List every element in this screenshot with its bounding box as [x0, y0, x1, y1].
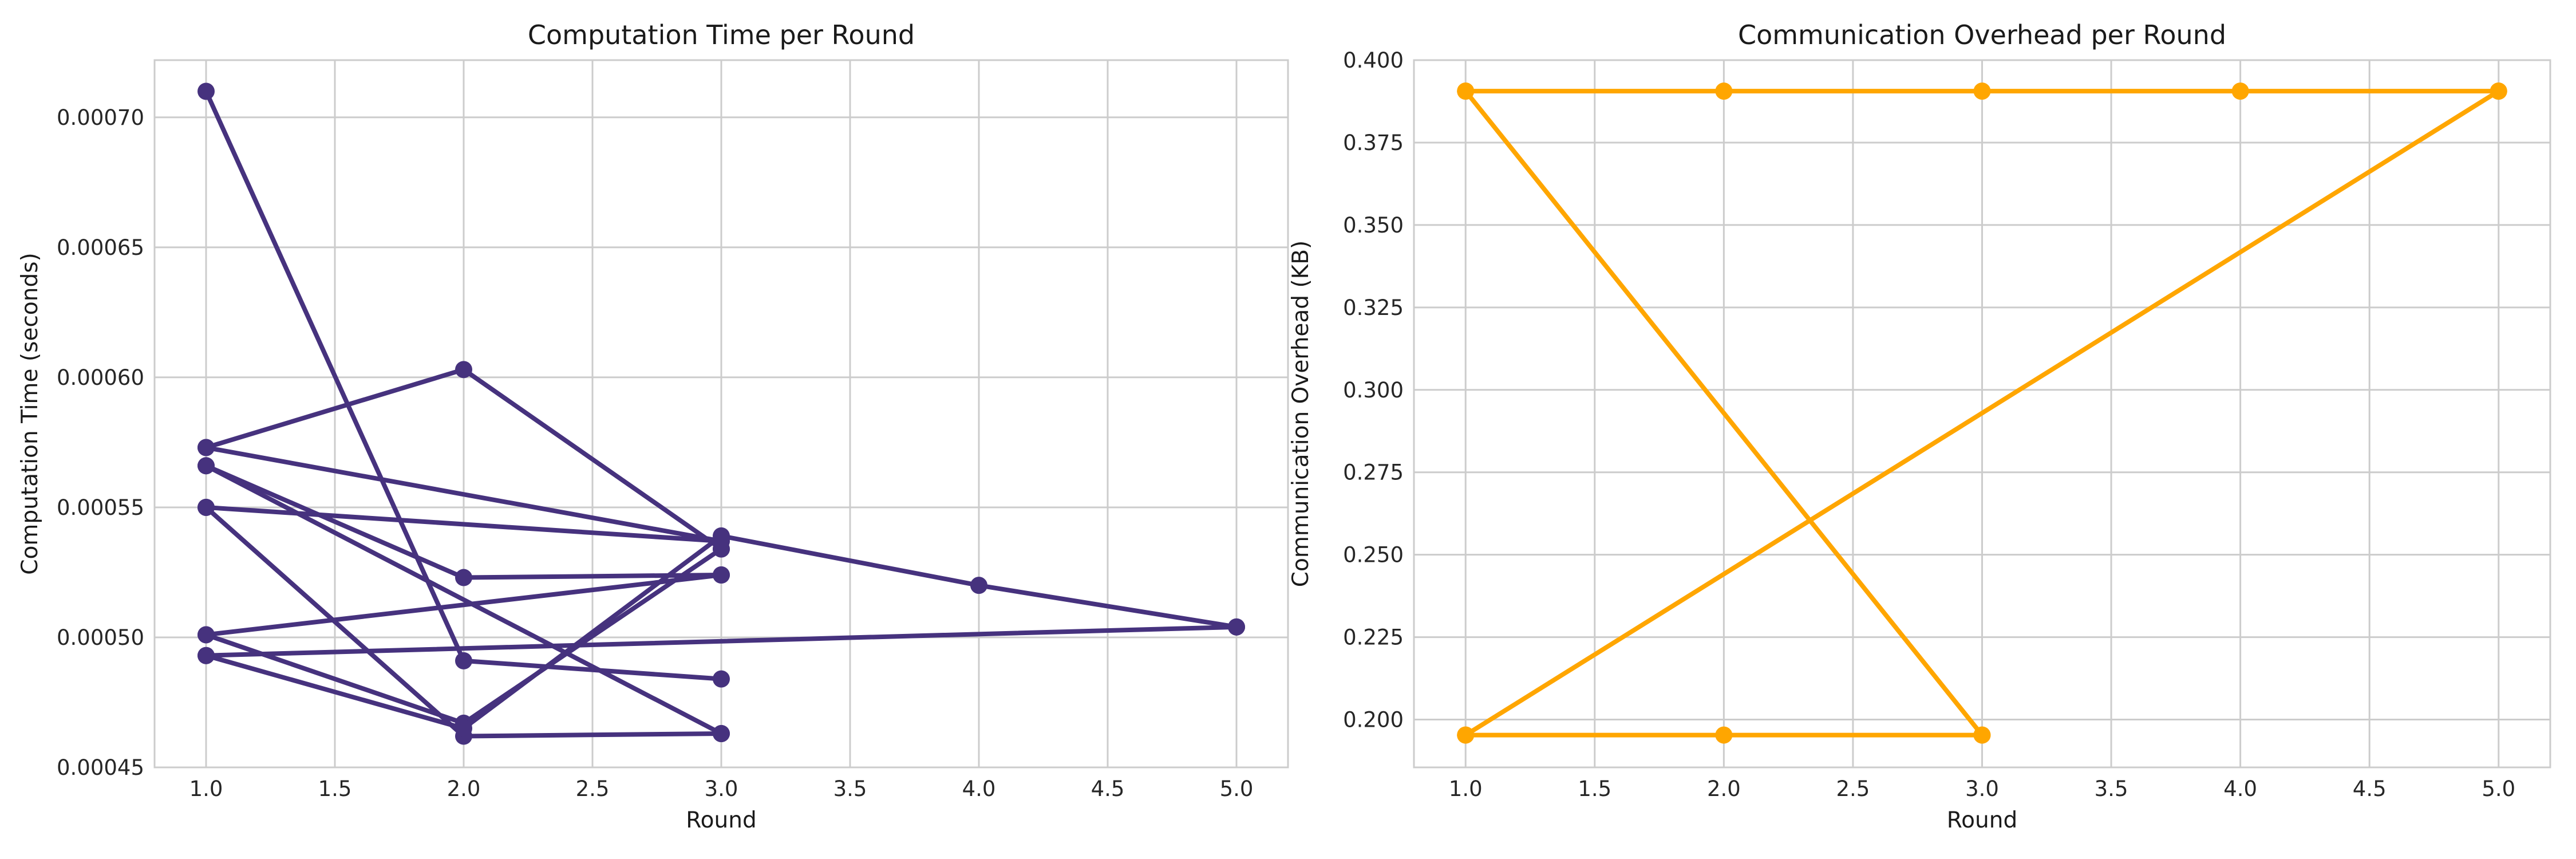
data-point	[197, 82, 215, 100]
x-tick-label: 4.5	[2353, 777, 2387, 801]
x-tick-label: 5.0	[2482, 777, 2515, 801]
data-point	[455, 569, 472, 586]
data-point	[455, 361, 472, 379]
data-point	[197, 457, 215, 475]
data-point	[713, 566, 730, 584]
data-point	[713, 527, 730, 545]
y-tick-label: 0.250	[1343, 543, 1404, 568]
x-tick-label: 3.0	[1965, 777, 1999, 801]
data-point	[713, 670, 730, 688]
series-line-4	[1463, 89, 2501, 738]
series-group	[1457, 82, 2507, 744]
data-point	[197, 498, 215, 516]
x-tick-label: 2.5	[1836, 777, 1870, 801]
series-line-8	[204, 573, 724, 637]
x-tick-label: 3.5	[2095, 777, 2128, 801]
data-point	[1457, 726, 1475, 744]
series-line-3	[204, 445, 724, 543]
chart-title: Computation Time per Round	[528, 19, 915, 50]
y-axis-label: Computation Time (seconds)	[17, 253, 43, 575]
x-tick-label: 2.0	[1707, 777, 1741, 801]
y-tick-label: 0.00070	[57, 105, 144, 130]
y-tick-label: 0.300	[1343, 378, 1404, 403]
data-point	[2490, 82, 2507, 100]
series-line-10	[204, 624, 1239, 658]
x-tick-label: 4.0	[2223, 777, 2257, 801]
data-point	[455, 652, 472, 669]
y-tick-label: 0.275	[1343, 460, 1404, 485]
x-tick-label: 1.5	[318, 777, 352, 801]
series-line-2	[1463, 89, 1985, 738]
chart-panel-1: 1.0 1.5 2.0 2.5 3.0 3.5 4.0 4.5 5.0 0.00045 0.0005…	[17, 19, 1289, 833]
data-point	[713, 724, 730, 742]
x-tick-label: 2.0	[447, 777, 481, 801]
plot-frame	[1413, 59, 2551, 769]
y-axis-label: Communication Overhead (KB)	[1288, 241, 1314, 587]
data-point	[197, 626, 215, 644]
data-point	[2231, 82, 2249, 100]
data-point	[970, 577, 987, 594]
x-tick-label: 3.0	[705, 777, 738, 801]
series-line-6	[204, 505, 724, 543]
y-tick-label: 0.00055	[57, 495, 144, 520]
data-point	[197, 439, 215, 456]
x-axis-label: Round	[1947, 807, 2017, 833]
chart-title: Communication Overhead per Round	[1738, 19, 2226, 50]
x-tick-label: 1.5	[1578, 777, 1611, 801]
series-group	[197, 82, 1245, 745]
data-point	[1973, 726, 1991, 744]
data-point	[1457, 82, 1475, 100]
y-tick-label: 0.00045	[57, 755, 144, 780]
chart-panel-2: 1.0 1.5 2.0 2.5 3.0 3.5 4.0 4.5 5.0 0.200 0.225 0.2…	[1288, 19, 2551, 833]
data-point	[713, 540, 730, 558]
y-tick-label: 0.400	[1343, 48, 1404, 73]
x-axis-label: Round	[686, 807, 756, 833]
y-tick-label: 0.00050	[57, 625, 144, 650]
x-tick-label: 4.0	[962, 777, 996, 801]
gridlines	[155, 60, 1288, 769]
y-tick-label: 0.225	[1343, 625, 1404, 650]
y-tick-label: 0.00065	[57, 235, 144, 260]
x-tick-label: 4.5	[1091, 777, 1125, 801]
y-tick-label: 0.325	[1343, 295, 1404, 320]
y-tick-label: 0.00060	[57, 365, 144, 390]
plot-frame	[153, 59, 1289, 769]
x-tick-label: 2.5	[576, 777, 610, 801]
data-point	[197, 647, 215, 664]
x-tick-label: 5.0	[1220, 777, 1254, 801]
x-tick-label: 3.5	[833, 777, 867, 801]
series-line-5	[204, 463, 724, 736]
data-point	[1228, 618, 1245, 636]
y-tick-label: 0.350	[1343, 213, 1404, 238]
data-point	[455, 719, 472, 737]
data-point	[1715, 726, 1733, 744]
y-tick-label: 0.200	[1343, 708, 1404, 732]
y-tick-label: 0.375	[1343, 131, 1404, 155]
data-point	[1715, 82, 1733, 100]
x-tick-label: 1.0	[189, 777, 223, 801]
data-point	[1973, 82, 1991, 100]
x-tick-label: 1.0	[1449, 777, 1483, 801]
